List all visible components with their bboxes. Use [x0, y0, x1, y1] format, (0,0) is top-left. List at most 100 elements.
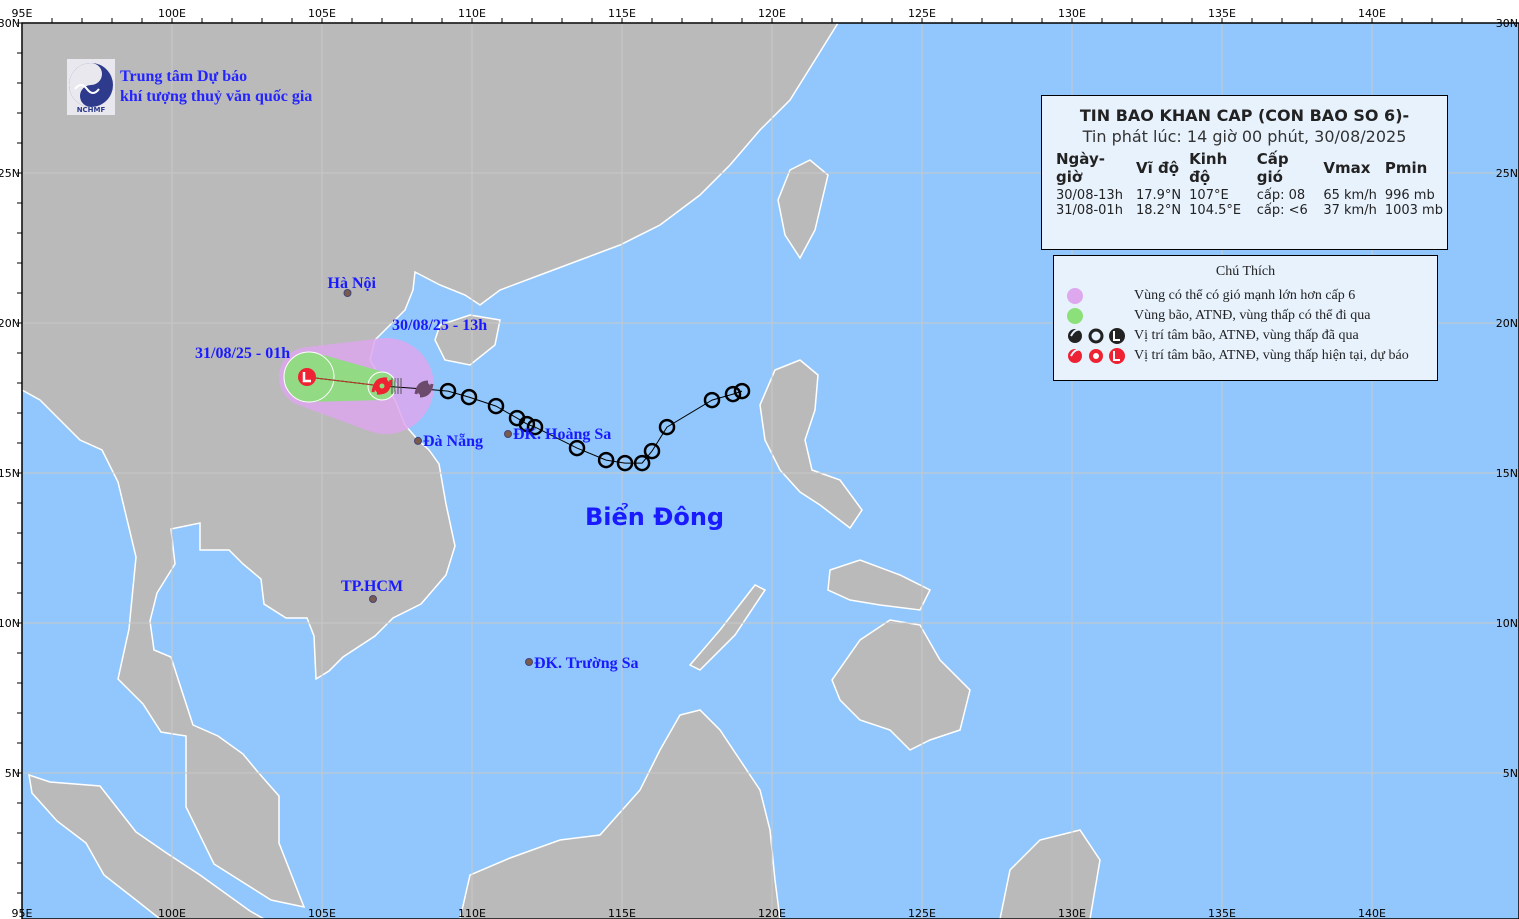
place-label: TP.HCM	[341, 578, 403, 595]
asia-mainland	[21, 22, 840, 909]
lat-tick-label-left: 15N	[0, 467, 20, 480]
current-symbols-icon	[1068, 348, 1125, 364]
lon-tick-label-top: 95E	[12, 7, 33, 20]
lat-tick-label-left: 25N	[0, 167, 20, 180]
legend-label: Vị trí tâm bão, ATNĐ, vùng thấp đã qua	[1134, 328, 1359, 343]
past-position-marker	[439, 382, 457, 400]
lat-tick-label-right: 15N	[1496, 467, 1518, 480]
lon-tick-label-bottom: 115E	[608, 907, 636, 919]
lon-tick-label-top: 130E	[1058, 7, 1086, 20]
lon-tick-label-bottom: 100E	[158, 907, 186, 919]
taiwan	[777, 159, 829, 260]
logo-line-2: khí tượng thuỷ văn quốc gia	[120, 88, 313, 105]
col-header: Vmax	[1323, 159, 1371, 177]
place-label: Hà Nội	[328, 275, 377, 292]
legend-item-past: Vị trí tâm bão, ATNĐ, vùng thấp đã qua	[1054, 326, 1437, 346]
lon-tick-label-bottom: 130E	[1058, 907, 1086, 919]
lon-tick-label-top: 140E	[1358, 7, 1386, 20]
place-marker	[504, 430, 512, 438]
cell: 30/08-13h	[1056, 188, 1123, 203]
legend-label: Vùng bão, ATNĐ, vùng thấp có thể đi qua	[1134, 308, 1371, 323]
lon-tick-label-bottom: 120E	[758, 907, 786, 919]
lon-tick-label-top: 110E	[458, 7, 486, 20]
cell: 31/08-01h	[1056, 203, 1123, 218]
sea-label: Biển Đông	[585, 501, 724, 531]
logo: NCHMF	[67, 59, 115, 115]
cell: 996 mb	[1384, 188, 1435, 203]
lat-tick-label-right: 25N	[1496, 167, 1518, 180]
legend: Chú Thích Vùng có thể có gió mạnh lớn hơ…	[1053, 255, 1438, 381]
lon-tick-label-top: 135E	[1208, 7, 1236, 20]
legend-title: Chú Thích	[1215, 264, 1276, 279]
lon-tick-label-bottom: 125E	[908, 907, 936, 919]
lat-tick-label-right: 5N	[1503, 767, 1518, 780]
hainan	[434, 314, 501, 366]
bulletin-title: TIN BAO KHAN CAP (CON BAO SO 6)-	[1079, 106, 1410, 125]
table-header: Ngày-giờ Vĩ độ Kinh độ Cấp gió Vmax Pmin	[1052, 150, 1447, 188]
lat-tick-label-right: 30N	[1496, 17, 1518, 30]
sulawesi	[999, 829, 1101, 919]
col-header: Vĩ độ	[1135, 159, 1179, 177]
lon-tick-label-bottom: 135E	[1208, 907, 1236, 919]
legend-label: Vị trí tâm bão, ATNĐ, vùng thấp hiện tại…	[1134, 348, 1409, 363]
lat-tick-label-right: 20N	[1496, 317, 1518, 330]
place-labels: Hà Nội Đà Nẵng ĐK. Hoàng Sa TP.HCM ĐK. Trườn…	[328, 275, 639, 672]
current-storm-eye	[379, 383, 385, 389]
place-marker	[369, 595, 377, 603]
lat-tick-label-left: 10N	[0, 617, 20, 630]
cell: 37 km/h	[1323, 203, 1377, 218]
nchmf-logo-icon	[69, 63, 113, 107]
table-row: 30/08-13h 17.9°N 107°E cấp: 08 65 km/h 9…	[1052, 188, 1447, 203]
lon-tick-label-bottom: 95E	[12, 907, 33, 919]
past-position-marker	[703, 391, 721, 409]
visayas	[827, 559, 932, 611]
col-header: Kinh độ	[1189, 150, 1228, 186]
forecast-low-letter	[302, 372, 311, 383]
cell: 18.2°N	[1135, 203, 1182, 218]
forecast-time-label: 31/08/25 - 01h	[195, 345, 290, 362]
pink-circle-icon	[1067, 288, 1083, 304]
place-marker	[343, 289, 352, 297]
forecast-radius-circle	[283, 351, 335, 403]
axis-ticks: 95E 95E 100E 100E 105E 105E 110E 110E 115E 115E 12…	[0, 7, 1518, 919]
table-row: 31/08-01h 18.2°N 104.5°E cấp: <6 37 km/h…	[1052, 203, 1447, 218]
lon-tick-label-bottom: 105E	[308, 907, 336, 919]
place-label: Đà Nẵng	[423, 433, 483, 450]
past-position-marker	[526, 418, 544, 436]
past-position-marker	[597, 451, 615, 469]
mindanao	[831, 619, 971, 751]
past-position-marker	[733, 382, 751, 400]
col-header: Pmin	[1384, 159, 1428, 177]
past-storm-icon-arm	[414, 380, 429, 395]
land-masses	[21, 22, 1101, 919]
lat-tick-label-right: 10N	[1496, 617, 1518, 630]
cell: 104.5°E	[1189, 203, 1242, 218]
lon-tick-label-bottom: 140E	[1358, 907, 1386, 919]
legend-item-wind-zone: Vùng có thể có gió mạnh lớn hơn cấp 6	[1054, 286, 1437, 306]
past-position-marker	[518, 415, 536, 433]
lon-tick-label-bottom: 110E	[458, 907, 486, 919]
past-position-marker	[460, 388, 478, 406]
storm-track	[298, 368, 751, 472]
past-position-marker	[487, 397, 505, 415]
bulletin-table: Ngày-giờ Vĩ độ Kinh độ Cấp gió Vmax Pmin…	[1052, 150, 1447, 218]
past-position-marker	[658, 418, 676, 436]
cell: 107°E	[1189, 188, 1229, 203]
lon-tick-label-top: 125E	[908, 7, 936, 20]
legend-item-current: Vị trí tâm bão, ATNĐ, vùng thấp hiện tại…	[1054, 346, 1437, 366]
col-header: Ngày-giờ	[1056, 150, 1105, 186]
current-storm-icon-arm	[371, 377, 388, 393]
bulletin-issued: Tin phát lúc: 14 giờ 00 phút, 30/08/2025	[1082, 127, 1407, 146]
lon-tick-label-top: 100E	[158, 7, 186, 20]
track-line	[306, 376, 743, 464]
bulletin-box: TIN BAO KHAN CAP (CON BAO SO 6)- Tin phá…	[1041, 95, 1448, 250]
map-frame	[21, 22, 1519, 919]
legend-item-storm-zone: Vùng bão, ATNĐ, vùng thấp có thể đi qua	[1054, 306, 1437, 326]
forecast-track-line	[306, 376, 383, 387]
cell: cấp: 08	[1256, 188, 1306, 203]
place-marker	[525, 658, 533, 666]
past-position-marker	[568, 439, 586, 457]
cell: 17.9°N	[1135, 188, 1182, 203]
forecast-low-icon	[298, 368, 316, 386]
place-label: ĐK. Hoàng Sa	[513, 426, 611, 443]
